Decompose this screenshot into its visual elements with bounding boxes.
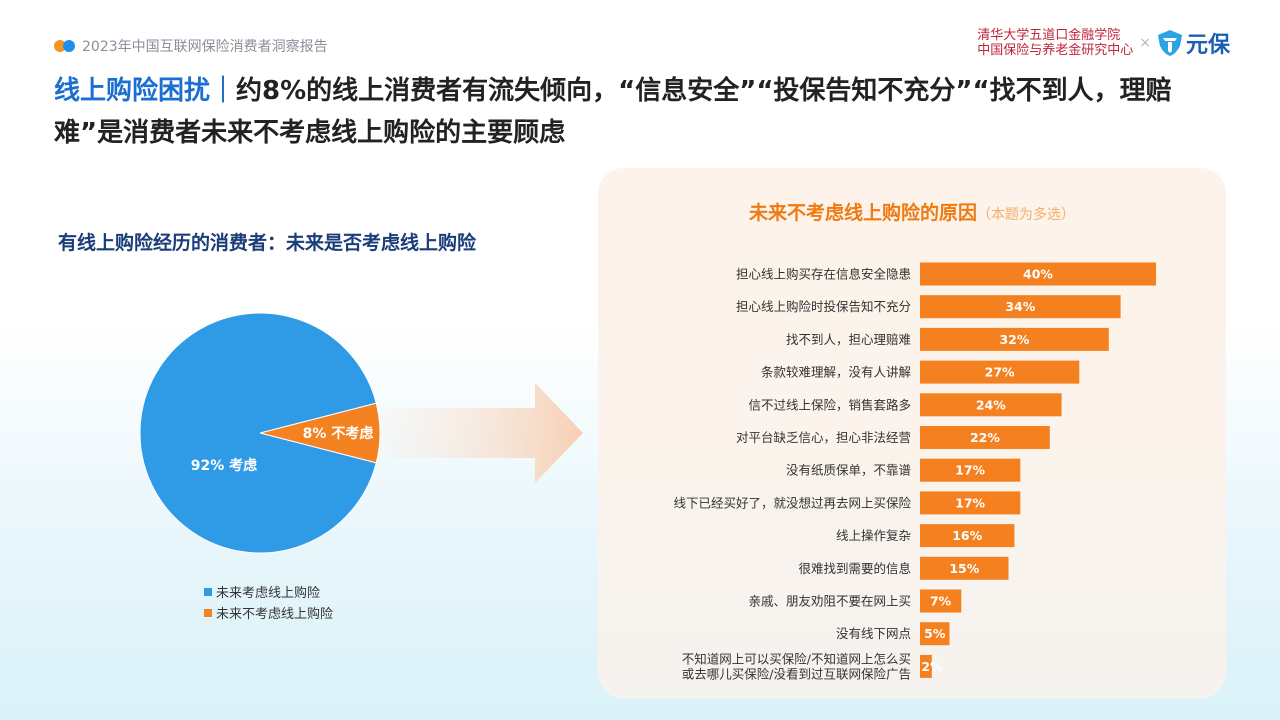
- bar-chart: 担心线上购买存在信息安全隐患 40% 担心线上购险时投保告知不充分 34% 找不到人，担…: [673, 262, 1156, 681]
- headline-text: 约8%的线上消费者有流失倾向，“信息安全”“投保告知不充分”“找不到人，理赔难”…: [54, 76, 1172, 148]
- category-label-4: 信不过线上保险，销售套路多: [748, 397, 911, 412]
- institution-line-2: 中国保险与养老金研究中心: [977, 43, 1134, 58]
- bar-10: [920, 589, 962, 613]
- bar-2: [920, 327, 1109, 351]
- bar-6: [920, 458, 1021, 482]
- category-label-10: 亲戚、朋友劝阻不要在网上买: [748, 594, 911, 609]
- pie-legend: 未来考虑线上购险 未来不考虑线上购险: [204, 581, 333, 623]
- category-label-11: 没有线下网点: [836, 626, 911, 641]
- legend-swatch-0: [204, 587, 212, 596]
- connector-arrow-icon: [380, 383, 583, 483]
- value-label-11: 5%: [924, 626, 946, 641]
- category-label-9: 很难找到需要的信息: [798, 561, 911, 576]
- brand-dots-icon: [54, 39, 78, 53]
- value-label-5: 22%: [970, 430, 1000, 445]
- institution-line-1: 清华大学五道口金融学院: [977, 28, 1121, 43]
- shield-logo-icon: [1157, 30, 1182, 56]
- bar-9: [920, 556, 1009, 580]
- category-label-1: 担心线上购险时投保告知不充分: [736, 299, 911, 314]
- value-label-4: 24%: [976, 397, 1006, 412]
- value-label-8: 16%: [952, 528, 982, 543]
- bar-3: [920, 360, 1080, 384]
- legend-item-1: 未来不考虑线上购险: [204, 602, 333, 623]
- value-label-2: 32%: [999, 332, 1029, 347]
- category-label-2: 找不到人，担心理赔难: [786, 332, 911, 347]
- pie-chart-title: 有线上购险经历的消费者：未来是否考虑线上购险: [58, 232, 477, 254]
- legend-item-0: 未来考虑线上购险: [204, 581, 333, 602]
- category-label-0: 担心线上购买存在信息安全隐患: [736, 267, 911, 282]
- value-label-9: 15%: [949, 561, 979, 576]
- report-header: 2023年中国互联网保险消费者洞察报告: [54, 36, 328, 56]
- brand-block: 清华大学五道口金融学院 中国保险与养老金研究中心 × 元保: [977, 26, 1230, 60]
- value-label-1: 34%: [1005, 299, 1035, 314]
- institution-name: 清华大学五道口金融学院 中国保险与养老金研究中心: [977, 28, 1133, 58]
- page-headline: 线上购险困扰｜约8%的线上消费者有流失倾向，“信息安全”“投保告知不充分”“找不…: [54, 70, 1234, 154]
- legend-label-1: 未来不考虑线上购险: [216, 607, 334, 622]
- category-label-6: 没有纸质保单，不靠谱: [786, 463, 911, 478]
- bar-8: [920, 524, 1015, 548]
- legend-label-0: 未来考虑线上购险: [216, 586, 321, 601]
- value-label-3: 27%: [985, 365, 1015, 380]
- value-label-7: 17%: [955, 495, 985, 510]
- brand-separator: ×: [1139, 35, 1151, 51]
- category-label-5: 对平台缺乏信心，担心非法经营: [736, 430, 911, 445]
- value-label-12: 2%: [921, 659, 943, 674]
- legend-swatch-1: [204, 608, 212, 617]
- bar-4: [920, 393, 1062, 417]
- value-label-6: 17%: [955, 463, 985, 478]
- pie-label-1: 8% 不考虑: [303, 425, 374, 442]
- pie-label-0: 92% 考虑: [191, 457, 257, 474]
- bar-5: [920, 426, 1050, 449]
- headline-highlight: 线上购险困扰｜: [54, 76, 237, 106]
- bar-chart-note: （本题为多选）: [977, 207, 1075, 223]
- report-title: 2023年中国互联网保险消费者洞察报告: [82, 39, 328, 55]
- bar-chart-title-text: 未来不考虑线上购险的原因: [748, 202, 977, 224]
- category-label-7: 线下已经买好了，就没想过再去网上买保险: [673, 495, 911, 510]
- bar-11: [920, 622, 950, 646]
- reasons-panel: 未来不考虑线上购险的原因（本题为多选） 担心线上购买存在信息安全隐患 40% 担心线…: [598, 168, 1226, 699]
- bar-0: [920, 262, 1156, 286]
- category-label-12: 不知道网上可以买保险/不知道网上怎么买或去哪儿买保险/没看到过互联网保险广告: [682, 651, 911, 681]
- category-label-3: 条款较难理解，没有人讲解: [761, 365, 911, 380]
- bar-1: [920, 295, 1121, 319]
- value-label-0: 40%: [1023, 267, 1053, 282]
- bar-chart-title: 未来不考虑线上购险的原因（本题为多选）: [598, 198, 1226, 225]
- pie-slice-0: [139, 312, 377, 554]
- bar-7: [920, 491, 1021, 515]
- value-label-10: 7%: [930, 594, 952, 609]
- category-label-8: 线上操作复杂: [836, 528, 911, 543]
- bar-12: [920, 654, 932, 678]
- brand-name: 元保: [1185, 33, 1230, 58]
- pie-chart: 8% 不考虑 92% 考虑: [139, 312, 381, 554]
